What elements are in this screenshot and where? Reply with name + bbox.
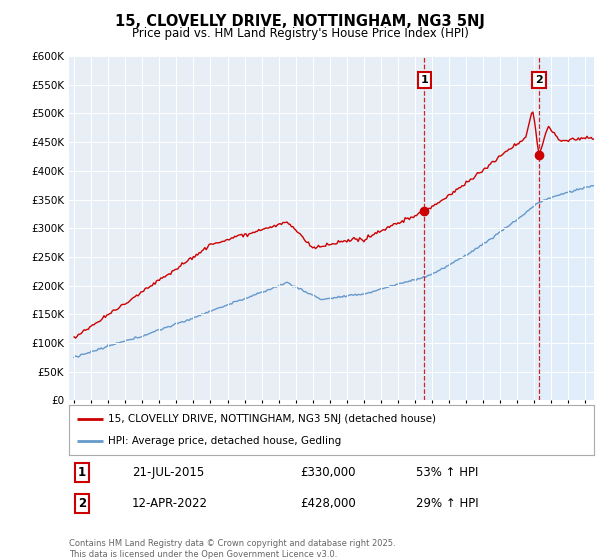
- Bar: [424, 56, 594, 400]
- Text: 1: 1: [421, 75, 428, 85]
- Text: £330,000: £330,000: [300, 466, 355, 479]
- Text: Contains HM Land Registry data © Crown copyright and database right 2025.
This d: Contains HM Land Registry data © Crown c…: [69, 539, 395, 559]
- Text: 53% ↑ HPI: 53% ↑ HPI: [415, 466, 478, 479]
- Bar: [539, 56, 594, 400]
- Text: 12-APR-2022: 12-APR-2022: [132, 497, 208, 510]
- Text: 21-JUL-2015: 21-JUL-2015: [132, 466, 204, 479]
- Text: £428,000: £428,000: [300, 497, 356, 510]
- Text: 1: 1: [78, 466, 86, 479]
- Text: HPI: Average price, detached house, Gedling: HPI: Average price, detached house, Gedl…: [109, 436, 341, 446]
- Text: 29% ↑ HPI: 29% ↑ HPI: [415, 497, 478, 510]
- Text: 15, CLOVELLY DRIVE, NOTTINGHAM, NG3 5NJ (detached house): 15, CLOVELLY DRIVE, NOTTINGHAM, NG3 5NJ …: [109, 414, 436, 424]
- Text: 2: 2: [78, 497, 86, 510]
- Text: Price paid vs. HM Land Registry's House Price Index (HPI): Price paid vs. HM Land Registry's House …: [131, 27, 469, 40]
- Text: 15, CLOVELLY DRIVE, NOTTINGHAM, NG3 5NJ: 15, CLOVELLY DRIVE, NOTTINGHAM, NG3 5NJ: [115, 14, 485, 29]
- Text: 2: 2: [535, 75, 543, 85]
